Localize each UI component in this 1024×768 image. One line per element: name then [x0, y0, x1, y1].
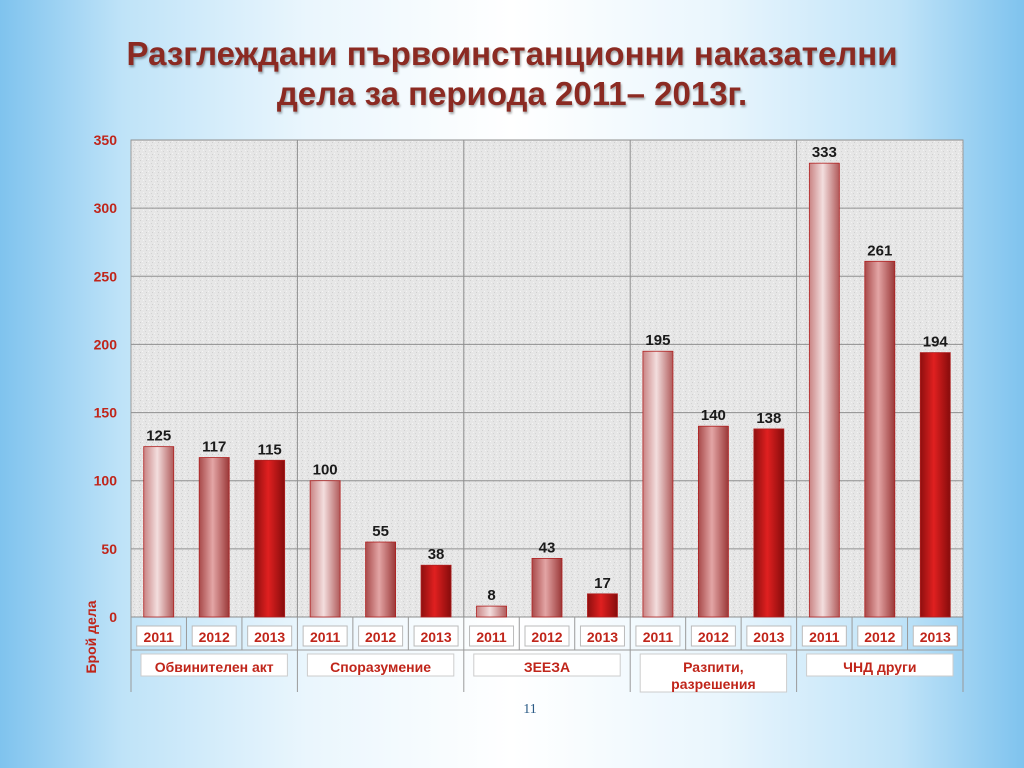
category-box	[806, 653, 954, 677]
bar-value-label: 17	[594, 575, 611, 592]
bar	[864, 260, 896, 618]
bar-value-label: 100	[313, 462, 338, 479]
bar-value-label: 333	[812, 144, 837, 161]
x-tick-label: 2012	[698, 629, 729, 645]
bar	[698, 425, 729, 618]
year-box	[469, 625, 515, 647]
bar	[420, 564, 452, 618]
y-tick-label: 0	[109, 609, 117, 625]
category-label: Обвинителен акт	[155, 659, 274, 675]
bar	[143, 446, 175, 618]
bar-value-label: 125	[146, 428, 171, 445]
bars: 125 117 115 100 55 38 8 43 17 195 140 138 333 261 194	[143, 144, 951, 618]
title-line-1: Разглеждани първоинстанционни наказателн…	[126, 35, 898, 72]
year-box	[579, 625, 625, 647]
y-tick-label: 250	[94, 268, 118, 284]
bar	[476, 605, 507, 618]
category-box	[473, 653, 621, 677]
category-label: Разпити, разрешения	[671, 659, 756, 692]
bar-value-label: 8	[487, 587, 495, 604]
x-axis: 2011 2012 2013 Обвинителен акт 2011 2012 2013 С…	[130, 617, 964, 693]
year-box	[302, 625, 348, 647]
y-axis-label: Брой дела	[83, 600, 99, 673]
x-tick-label: 2011	[809, 629, 840, 645]
bar	[254, 459, 286, 618]
bar-value-label: 117	[202, 439, 226, 456]
bar-value-label: 138	[756, 410, 781, 427]
year-box	[136, 625, 182, 647]
title-line-2: дела за периода 2011– 2013г.	[276, 75, 748, 112]
y-tick-label: 300	[94, 200, 118, 216]
year-box	[635, 625, 681, 647]
x-tick-label: 2011	[643, 629, 674, 645]
page-number: 11	[523, 702, 537, 717]
bar	[198, 457, 230, 618]
bar	[753, 428, 785, 618]
bar-value-label: 43	[539, 539, 556, 556]
y-axis: 0 50 100 150 200 250 300 350	[94, 132, 118, 625]
year-box	[358, 625, 404, 647]
y-tick-label: 150	[94, 405, 118, 421]
y-tick-label: 100	[94, 473, 118, 489]
x-tick-label: 2012	[864, 629, 895, 645]
category-label: Споразумение	[330, 659, 431, 675]
slide-title: Разглеждани първоинстанционни наказателн…	[0, 34, 1024, 114]
year-box	[247, 625, 293, 647]
bar-value-label: 115	[258, 441, 282, 458]
y-tick-label: 50	[101, 541, 117, 557]
bar-value-label: 194	[923, 334, 949, 351]
bar	[365, 541, 397, 618]
x-tick-label: 2013	[254, 629, 285, 645]
category-label: ЧНД други	[843, 659, 916, 675]
category-box	[306, 653, 455, 677]
y-tick-label: 350	[94, 132, 118, 148]
x-tick-label: 2012	[199, 629, 230, 645]
x-tick-label: 2013	[920, 629, 951, 645]
bar-value-label: 261	[867, 242, 892, 259]
year-box	[801, 625, 847, 647]
bar	[642, 350, 674, 618]
bar	[587, 593, 618, 618]
x-tick-label: 2013	[753, 629, 784, 645]
x-tick-label: 2013	[420, 629, 451, 645]
x-tick-label: 2013	[587, 629, 618, 645]
x-tick-label: 2011	[310, 629, 341, 645]
bar-value-label: 38	[428, 546, 445, 563]
bar	[919, 352, 951, 618]
category-box	[140, 653, 288, 677]
y-tick-label: 200	[94, 336, 118, 352]
bar-value-label: 55	[372, 523, 389, 540]
x-tick-label: 2011	[476, 629, 507, 645]
year-box	[524, 625, 570, 647]
x-tick-label: 2012	[531, 629, 562, 645]
bar-value-label: 140	[701, 407, 726, 424]
category-box	[639, 653, 788, 693]
bar	[309, 480, 341, 618]
year-box	[191, 625, 237, 647]
x-tick-label: 2012	[365, 629, 396, 645]
year-box	[746, 625, 792, 647]
x-tick-label: 2011	[144, 629, 175, 645]
category-label: ЗЕЕЗА	[524, 659, 570, 675]
bar	[808, 162, 840, 618]
year-box	[857, 625, 903, 647]
year-box	[690, 625, 736, 647]
bar-value-label: 195	[645, 332, 670, 349]
year-box	[413, 625, 459, 647]
bar	[531, 557, 563, 618]
year-box	[912, 625, 958, 647]
